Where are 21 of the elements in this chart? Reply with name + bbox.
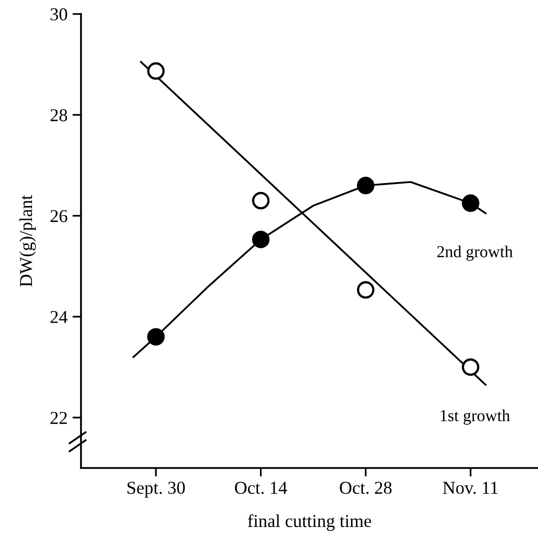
x-tick-label: Oct. 28 bbox=[340, 482, 392, 494]
point bbox=[356, 176, 374, 194]
point bbox=[462, 194, 480, 212]
point bbox=[252, 230, 270, 248]
x-tick-label: Nov. 11 bbox=[442, 482, 498, 494]
x-axis-title: final cutting time bbox=[248, 514, 372, 531]
point bbox=[147, 328, 165, 346]
text: 2nd growth bbox=[437, 246, 513, 261]
y-tick-label: 22 bbox=[50, 412, 67, 424]
point bbox=[462, 358, 480, 376]
y-tick-label: 30 bbox=[50, 8, 68, 20]
y-axis-title: DW(g)/plant bbox=[19, 194, 36, 287]
y-tick-label: 26 bbox=[50, 210, 68, 222]
text: 1st growth bbox=[440, 410, 510, 425]
point bbox=[147, 62, 165, 80]
point bbox=[252, 192, 270, 210]
x-tick-label: Oct. 14 bbox=[234, 482, 288, 494]
y-tick-label: 24 bbox=[50, 310, 68, 323]
y-tick-label: 28 bbox=[50, 109, 68, 122]
point bbox=[356, 281, 374, 299]
x-tick-label: Sept. 30 bbox=[128, 482, 185, 498]
